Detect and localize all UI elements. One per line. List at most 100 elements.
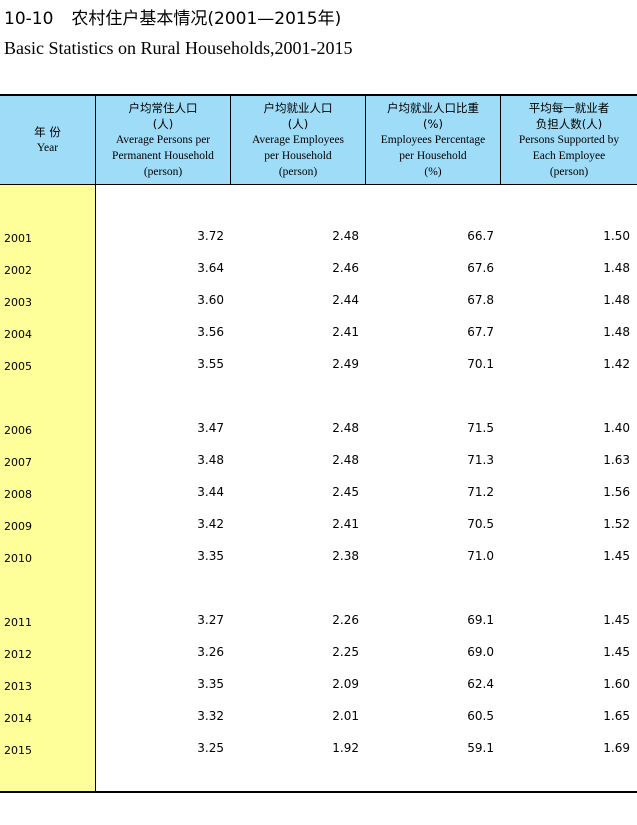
year-cell: 2015 <box>4 744 32 757</box>
table-title-chinese: 10-10 农村住户基本情况(2001—2015年) <box>4 4 341 29</box>
avg-persons-cell: 3.56 <box>197 325 224 339</box>
employees-percentage-cell: 71.3 <box>467 453 494 467</box>
year-cell: 2003 <box>4 296 32 309</box>
employees-percentage-cell: 71.5 <box>467 421 494 435</box>
avg-employees-cell: 2.38 <box>332 549 359 563</box>
table-row: 2009 3.42 2.41 70.5 1.52 <box>0 517 637 535</box>
persons-supported-cell: 1.56 <box>603 485 630 499</box>
year-cell: 2011 <box>4 616 32 629</box>
table-row: 2003 3.60 2.44 67.8 1.48 <box>0 293 637 311</box>
header-en: Persons Supported by Each Employee (person… <box>518 134 620 178</box>
year-cell: 2002 <box>4 264 32 277</box>
employees-percentage-cell: 70.1 <box>467 357 494 371</box>
table-row: 2001 3.72 2.48 66.7 1.50 <box>0 229 637 247</box>
avg-persons-cell: 3.27 <box>197 613 224 627</box>
year-cell: 2008 <box>4 488 32 501</box>
persons-supported-cell: 1.63 <box>603 453 630 467</box>
table-title-cn-text: 农村住户基本情况(2001—2015年) <box>71 9 342 29</box>
avg-employees-cell: 2.49 <box>332 357 359 371</box>
year-cell: 2005 <box>4 360 32 373</box>
table-row: 2010 3.35 2.38 71.0 1.45 <box>0 549 637 567</box>
header-year: 年 份 Year <box>0 96 96 184</box>
table-row: 2005 3.55 2.49 70.1 1.42 <box>0 357 637 375</box>
table-number: 10-10 <box>4 9 54 29</box>
avg-persons-cell: 3.60 <box>197 293 224 307</box>
avg-persons-cell: 3.26 <box>197 645 224 659</box>
year-cell: 2006 <box>4 424 32 437</box>
employees-percentage-cell: 69.1 <box>467 613 494 627</box>
table-row: 2002 3.64 2.46 67.6 1.48 <box>0 261 637 279</box>
employees-percentage-cell: 66.7 <box>467 229 494 243</box>
header-en: Average Employees per Household (person) <box>251 134 345 178</box>
year-cell: 2001 <box>4 232 32 245</box>
persons-supported-cell: 1.45 <box>603 613 630 627</box>
year-cell: 2007 <box>4 456 32 469</box>
persons-supported-cell: 1.50 <box>603 229 630 243</box>
header-cn: 户均就业人口 (人) <box>263 101 333 131</box>
year-cell: 2012 <box>4 648 32 661</box>
employees-percentage-cell: 67.6 <box>467 261 494 275</box>
table-title-english: Basic Statistics on Rural Households,200… <box>4 38 353 58</box>
persons-supported-cell: 1.65 <box>603 709 630 723</box>
employees-percentage-cell: 70.5 <box>467 517 494 531</box>
table-row: 2011 3.27 2.26 69.1 1.45 <box>0 613 637 631</box>
table-row: 2007 3.48 2.48 71.3 1.63 <box>0 453 637 471</box>
avg-employees-cell: 2.41 <box>332 325 359 339</box>
employees-percentage-cell: 59.1 <box>467 741 494 755</box>
persons-supported-cell: 1.40 <box>603 421 630 435</box>
avg-employees-cell: 2.01 <box>332 709 359 723</box>
avg-persons-cell: 3.25 <box>197 741 224 755</box>
avg-persons-cell: 3.72 <box>197 229 224 243</box>
employees-percentage-cell: 67.8 <box>467 293 494 307</box>
avg-employees-cell: 2.26 <box>332 613 359 627</box>
persons-supported-cell: 1.60 <box>603 677 630 691</box>
avg-persons-cell: 3.47 <box>197 421 224 435</box>
avg-employees-cell: 2.48 <box>332 229 359 243</box>
table-row: 2013 3.35 2.09 62.4 1.60 <box>0 677 637 695</box>
header-en: Year <box>36 142 59 154</box>
persons-supported-cell: 1.45 <box>603 549 630 563</box>
header-cn: 平均每一就业者 负担人数(人) <box>528 101 610 131</box>
avg-persons-cell: 3.55 <box>197 357 224 371</box>
avg-employees-cell: 2.45 <box>332 485 359 499</box>
table-row: 2006 3.47 2.48 71.5 1.40 <box>0 421 637 439</box>
table-row: 2014 3.32 2.01 60.5 1.65 <box>0 709 637 727</box>
table-bottom-rule <box>0 791 637 793</box>
avg-persons-cell: 3.64 <box>197 261 224 275</box>
header-avg-employees: 户均就业人口 (人) Average Employees per Household… <box>231 96 366 184</box>
avg-employees-cell: 2.44 <box>332 293 359 307</box>
persons-supported-cell: 1.48 <box>603 261 630 275</box>
avg-employees-cell: 2.25 <box>332 645 359 659</box>
avg-employees-cell: 2.48 <box>332 421 359 435</box>
employees-percentage-cell: 60.5 <box>467 709 494 723</box>
avg-persons-cell: 3.35 <box>197 549 224 563</box>
table-body: 2001 3.72 2.48 66.7 1.50 2002 3.64 2.46 67.6 1.48… <box>0 185 637 791</box>
table-header-row: 年 份 Year 户均常住人口 (人) Average Persons per Pe… <box>0 96 637 185</box>
avg-employees-cell: 1.92 <box>332 741 359 755</box>
header-en: Average Persons per Permanent Household (p… <box>112 134 214 178</box>
header-cn: 年 份 <box>34 125 61 139</box>
table-top-rule <box>0 94 637 96</box>
year-cell: 2009 <box>4 520 32 533</box>
persons-supported-cell: 1.48 <box>603 325 630 339</box>
header-avg-persons: 户均常住人口 (人) Average Persons per Permanent H… <box>96 96 231 184</box>
avg-persons-cell: 3.48 <box>197 453 224 467</box>
avg-employees-cell: 2.46 <box>332 261 359 275</box>
year-cell: 2010 <box>4 552 32 565</box>
table-row: 2008 3.44 2.45 71.2 1.56 <box>0 485 637 503</box>
table-row: 2015 3.25 1.92 59.1 1.69 <box>0 741 637 759</box>
year-cell: 2013 <box>4 680 32 693</box>
persons-supported-cell: 1.52 <box>603 517 630 531</box>
persons-supported-cell: 1.48 <box>603 293 630 307</box>
header-cn: 户均常住人口 (人) <box>128 101 198 131</box>
avg-employees-cell: 2.41 <box>332 517 359 531</box>
avg-persons-cell: 3.44 <box>197 485 224 499</box>
avg-employees-cell: 2.09 <box>332 677 359 691</box>
persons-supported-cell: 1.45 <box>603 645 630 659</box>
employees-percentage-cell: 71.0 <box>467 549 494 563</box>
avg-persons-cell: 3.32 <box>197 709 224 723</box>
employees-percentage-cell: 71.2 <box>467 485 494 499</box>
year-column-background <box>0 185 96 791</box>
year-cell: 2014 <box>4 712 32 725</box>
table-row: 2012 3.26 2.25 69.0 1.45 <box>0 645 637 663</box>
